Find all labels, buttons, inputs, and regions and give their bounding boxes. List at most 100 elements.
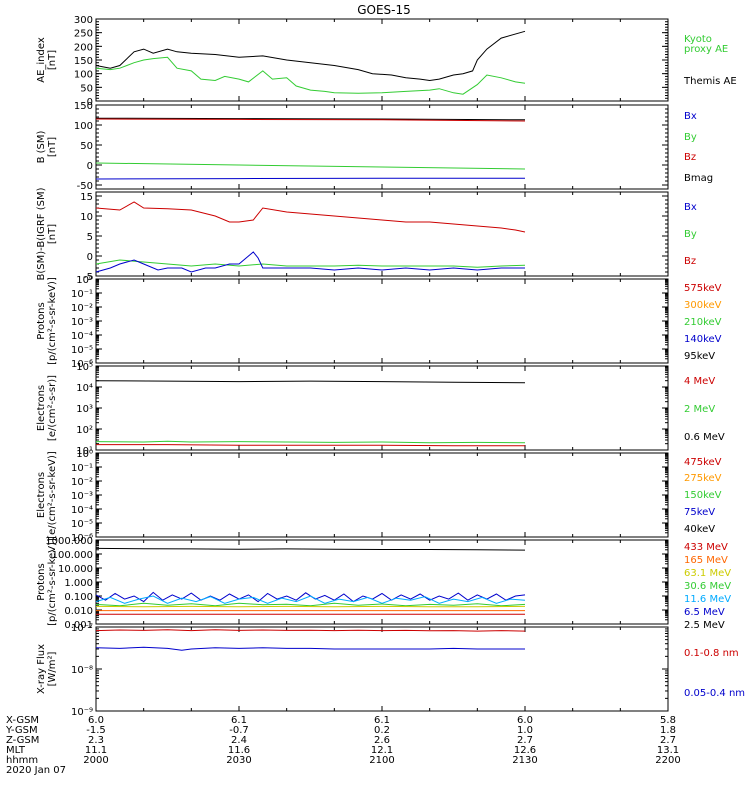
- legend-entry: Kyoto: [684, 34, 712, 45]
- y-tick-label: 10⁻²: [71, 477, 93, 488]
- x-row-label: hhmm: [6, 755, 38, 766]
- y-tick-label: 150: [74, 101, 93, 112]
- x-row-label: MLT: [6, 745, 26, 756]
- series-line: [95, 251, 525, 273]
- panel-5: 10⁻⁶ 10⁻⁵ 10⁻⁴ 10⁻³ 10⁻² 10⁻¹ 10⁰ Electrons[e/(…: [36, 449, 722, 544]
- panel-frame: [95, 539, 669, 625]
- panel-frame: [95, 18, 669, 102]
- y-tick-label: 10: [80, 212, 93, 223]
- panel-1: -50 0 50 100 150 B (SM)[nT] Bx By Bz Bmag: [36, 101, 713, 192]
- y-tick-label: 10⁻⁹: [71, 707, 93, 718]
- x-row-label: Y-GSM: [5, 725, 38, 736]
- x-tick-value: 2200: [655, 755, 680, 766]
- legend-entry: 0.05-0.4 nm: [684, 688, 745, 699]
- y-tick-label: 100: [74, 121, 93, 132]
- y-axis-label-line: Protons: [36, 302, 47, 339]
- panel-frame: [95, 278, 669, 364]
- panel-frame: [95, 191, 669, 277]
- y-axis-label-line: B (SM): [36, 130, 47, 163]
- series-line: [95, 259, 526, 268]
- y-tick-label: 1000.000: [45, 536, 93, 547]
- y-axis-label-line: Electrons: [36, 385, 47, 431]
- y-axis-label-line: [p/(cm²-s-sr-keV)]: [47, 538, 58, 626]
- legend-entry: Bx: [684, 111, 697, 122]
- series-line: [95, 56, 526, 95]
- panel-frame: [95, 104, 669, 190]
- x-tick-value: -0.7: [229, 725, 249, 736]
- x-row-label: 2020 Jan 07: [6, 765, 66, 776]
- legend-entry: 150keV: [684, 490, 722, 501]
- series-line: [95, 162, 526, 170]
- y-axis-label-line: [e/(cm²-s-sr-keV)]: [47, 451, 58, 539]
- y-tick-label: 300: [74, 15, 93, 26]
- legend-entry: 210keV: [684, 317, 722, 328]
- y-tick-label: 10⁻⁶: [71, 533, 93, 544]
- legend-entry: 275keV: [684, 473, 722, 484]
- x-tick-value: 6.1: [231, 715, 247, 726]
- series-line: [95, 595, 526, 604]
- y-tick-label: 150: [74, 56, 93, 67]
- x-row-label: Z-GSM: [6, 735, 39, 746]
- y-axis-label-line: [p/(cm²-s-sr-keV)]: [47, 277, 58, 365]
- y-tick-label: 10⁻⁴: [71, 505, 93, 516]
- y-axis-label-line: B(SM)-B(IGRF (SM): [36, 187, 47, 280]
- legend-entry: Bx: [684, 202, 697, 213]
- legend-entry: Bz: [684, 152, 696, 163]
- legend-entry: Bz: [684, 256, 696, 267]
- y-tick-label: 10⁵: [76, 362, 93, 373]
- x-tick-value: 6.0: [88, 715, 104, 726]
- y-tick-label: 10⁻¹: [71, 463, 93, 474]
- x-tick-value: 2.7: [660, 735, 676, 746]
- legend-entry: 4 MeV: [684, 376, 715, 387]
- y-axis-label-line: [nT]: [47, 50, 58, 70]
- series-line: [95, 440, 526, 444]
- legend-entry: 2.5 MeV: [684, 620, 725, 631]
- legend-entry: Themis AE: [683, 76, 737, 87]
- y-tick-label: 0.010: [64, 606, 93, 617]
- x-tick-value: 1.0: [517, 725, 533, 736]
- y-tick-label: 50: [80, 83, 93, 94]
- x-tick-value: 2000: [83, 755, 108, 766]
- x-tick-value: 11.6: [228, 745, 250, 756]
- y-tick-label: 0: [87, 252, 93, 263]
- panel-3: 10⁻⁶ 10⁻⁵ 10⁻⁴ 10⁻³ 10⁻² 10⁻¹ 10⁰ Protons[p/(cm…: [36, 275, 722, 370]
- y-tick-label: 200: [74, 42, 93, 53]
- legend-entry: 6.5 MeV: [684, 607, 725, 618]
- y-axis-label-line: [W/m²]: [47, 651, 58, 686]
- series-line: [95, 177, 525, 180]
- panel-frame: [95, 452, 669, 538]
- x-row-label: X-GSM: [6, 715, 39, 726]
- x-tick-value: 0.2: [374, 725, 390, 736]
- series-line: [95, 380, 526, 384]
- legend-entry: 11.6 MeV: [684, 594, 731, 605]
- x-tick-value: 2100: [369, 755, 394, 766]
- y-axis-label: X-ray Flux[W/m²]: [36, 644, 58, 694]
- y-tick-label: 10⁰: [76, 449, 93, 460]
- legend-entry: 165 MeV: [684, 555, 728, 566]
- legend-entry: Bmag: [684, 173, 713, 184]
- series-line: [96, 444, 525, 447]
- panel-frame: [95, 626, 669, 712]
- y-tick-label: 50: [80, 141, 93, 152]
- series-line: [95, 646, 525, 651]
- legend-entry: By: [684, 132, 697, 143]
- series-line: [95, 602, 526, 607]
- legend-entry: 140keV: [684, 334, 722, 345]
- legend-entry: 475keV: [684, 457, 722, 468]
- y-tick-label: 10¹: [76, 446, 93, 457]
- panel-6: 0.001 0.010 0.100 1.000 10.000 100.000 1000.00…: [36, 536, 731, 631]
- panel-stack: 050100150200250300AE_index[nT]Kyotoproxy…: [36, 15, 745, 718]
- y-tick-label: 10⁻²: [71, 303, 93, 314]
- y-tick-label: 100: [74, 70, 93, 81]
- y-tick-label: 10⁴: [76, 383, 93, 394]
- y-tick-label: 10⁻³: [71, 491, 93, 502]
- series-line: [95, 547, 526, 551]
- y-axis-label-line: X-ray Flux: [36, 644, 47, 694]
- y-tick-label: 15: [80, 192, 93, 203]
- panel-4: 10¹ 10² 10³ 10⁴ 10⁵ Electrons[e/(cm²-s-sr)] 4 …: [36, 362, 725, 457]
- panel-7: 10⁻⁹ 10⁻⁸ 10⁻⁷ X-ray Flux[W/m²] 0.1-0.8 nm 0.…: [36, 623, 745, 718]
- y-tick-label: 10⁻⁵: [71, 345, 93, 356]
- x-tick-value: 6.0: [517, 715, 533, 726]
- y-tick-label: 0.001: [64, 620, 93, 631]
- legend-entry: proxy AE: [684, 44, 728, 55]
